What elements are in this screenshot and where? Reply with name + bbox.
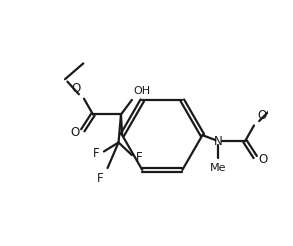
Text: F: F [97, 172, 104, 185]
Text: O: O [257, 109, 266, 122]
Text: O: O [259, 153, 268, 166]
Text: F: F [93, 147, 99, 160]
Text: O: O [70, 126, 79, 139]
Text: N: N [214, 135, 223, 148]
Text: F: F [136, 151, 142, 164]
Text: O: O [71, 82, 81, 95]
Text: OH: OH [133, 86, 150, 96]
Text: Me: Me [210, 163, 226, 173]
